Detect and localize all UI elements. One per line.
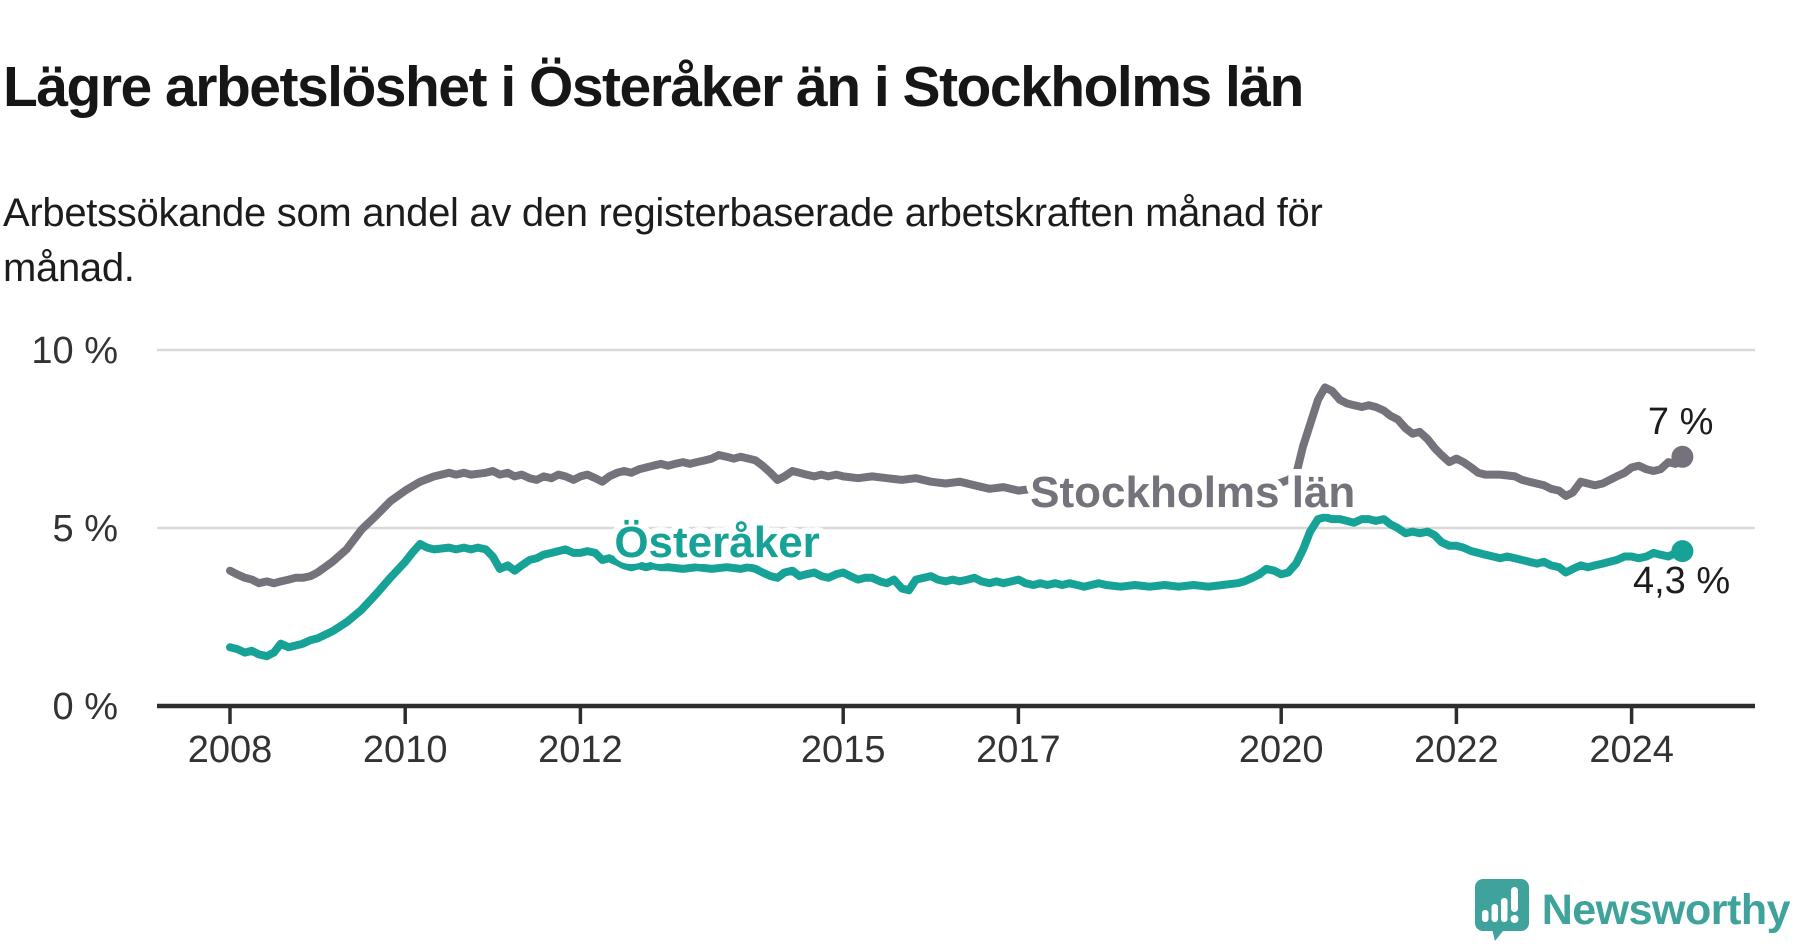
y-tick-label-5: 5 % (53, 508, 118, 550)
y-tick-label-10: 10 % (31, 330, 118, 372)
brand-name: Newsworthy (1541, 885, 1791, 934)
speech-bubble-bar-chart-icon (1474, 879, 1529, 941)
chart-subtitle: Arbetssökande som andel av den registerb… (3, 191, 1323, 290)
series-line-stockholms-län (226, 383, 1687, 588)
newsworthy-logo[interactable]: Newsworthy (1474, 878, 1791, 942)
x-tick-label-2012: 2012 (538, 729, 623, 771)
series-label-stockholms-län: Stockholms län (1030, 468, 1355, 517)
end-dot-stockholms-län (1671, 445, 1694, 468)
x-tick-label-2015: 2015 (801, 729, 886, 771)
end-value-label-stockholms-län: 7 % (1648, 401, 1713, 443)
x-tick-label-2020: 2020 (1239, 729, 1324, 771)
end-value-label-österåker: 4,3 % (1633, 560, 1730, 602)
y-tick-label-0: 0 % (53, 686, 118, 728)
end-dot-österåker (1671, 540, 1694, 563)
series-label-österåker: Österåker (614, 518, 819, 567)
x-tick-label-2008: 2008 (188, 729, 273, 771)
x-tick-label-2010: 2010 (363, 729, 448, 771)
x-tick-label-2024: 2024 (1589, 729, 1674, 771)
series-line-österåker (226, 513, 1687, 661)
x-tick-label-2022: 2022 (1414, 729, 1499, 771)
x-tick-label-2017: 2017 (976, 729, 1061, 771)
page-title: Lägre arbetslöshet i Österåker än i Stoc… (3, 55, 1304, 120)
